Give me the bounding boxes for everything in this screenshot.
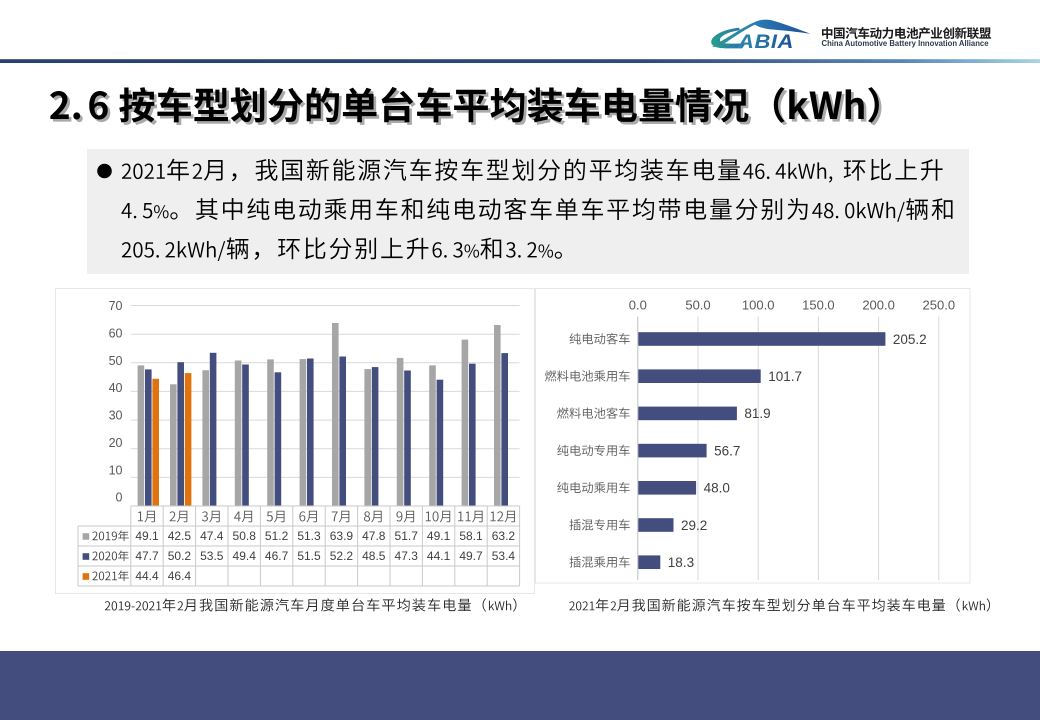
svg-text:56.7: 56.7	[714, 443, 740, 458]
svg-text:48.0: 48.0	[704, 481, 730, 496]
svg-text:205.2: 205.2	[893, 332, 927, 347]
svg-text:18.3: 18.3	[668, 555, 694, 570]
svg-text:58.1: 58.1	[459, 529, 483, 543]
svg-text:46.4: 46.4	[168, 569, 192, 583]
svg-text:50: 50	[109, 354, 123, 368]
svg-text:42.5: 42.5	[168, 529, 192, 543]
svg-text:47.7: 47.7	[135, 549, 159, 563]
svg-text:49.7: 49.7	[459, 549, 483, 563]
svg-text:53.4: 53.4	[492, 549, 516, 563]
svg-text:50.8: 50.8	[233, 529, 257, 543]
svg-text:30: 30	[109, 409, 123, 423]
svg-text:49.1: 49.1	[427, 529, 451, 543]
svg-text:0: 0	[116, 491, 123, 505]
svg-text:48.5: 48.5	[362, 549, 386, 563]
svg-text:0.0: 0.0	[629, 298, 647, 313]
svg-text:52.2: 52.2	[330, 549, 354, 563]
svg-text:101.7: 101.7	[768, 369, 802, 384]
svg-text:47.8: 47.8	[362, 529, 386, 543]
svg-text:20: 20	[109, 436, 123, 450]
svg-text:100.0: 100.0	[742, 298, 775, 313]
svg-text:53.5: 53.5	[200, 549, 224, 563]
svg-text:63.9: 63.9	[330, 529, 354, 543]
svg-text:50.2: 50.2	[168, 549, 192, 563]
svg-text:250.0: 250.0	[923, 298, 956, 313]
svg-text:200.0: 200.0	[862, 298, 895, 313]
svg-text:China Automotive Battery Innov: China Automotive Battery Innovation Alli…	[822, 38, 989, 48]
svg-text:150.0: 150.0	[802, 298, 835, 313]
svg-text:70: 70	[109, 299, 123, 313]
svg-text:60: 60	[109, 327, 123, 341]
svg-text:49.1: 49.1	[135, 529, 159, 543]
svg-text:44.4: 44.4	[135, 569, 159, 583]
svg-text:49.4: 49.4	[233, 549, 257, 563]
svg-text:51.3: 51.3	[297, 529, 321, 543]
svg-text:47.4: 47.4	[200, 529, 224, 543]
svg-text:51.5: 51.5	[297, 549, 321, 563]
svg-text:47.3: 47.3	[395, 549, 419, 563]
svg-text:50.0: 50.0	[685, 298, 710, 313]
svg-text:40: 40	[109, 381, 123, 395]
svg-text:63.2: 63.2	[492, 529, 516, 543]
svg-text:29.2: 29.2	[681, 518, 707, 533]
svg-text:81.9: 81.9	[744, 406, 770, 421]
svg-text:51.2: 51.2	[265, 529, 289, 543]
svg-text:ABIA: ABIA	[737, 31, 794, 53]
svg-text:10: 10	[109, 463, 123, 477]
svg-text:51.7: 51.7	[395, 529, 419, 543]
svg-text:46.7: 46.7	[265, 549, 289, 563]
svg-text:44.1: 44.1	[427, 549, 451, 563]
